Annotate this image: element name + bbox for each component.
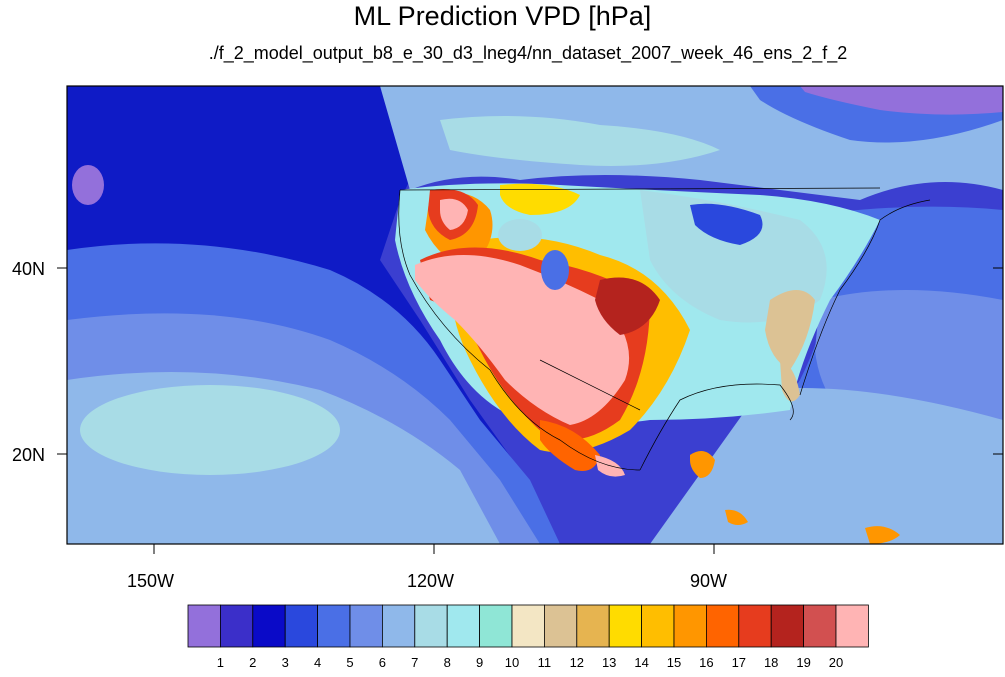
colorbar-swatch bbox=[349, 604, 383, 648]
colorbar-tick-label: 2 bbox=[249, 655, 257, 670]
field-central-america bbox=[725, 509, 748, 525]
field-pacific-pale bbox=[80, 385, 340, 475]
field-wyoming bbox=[498, 219, 542, 251]
field-south-america bbox=[865, 526, 900, 544]
colorbar-swatch bbox=[544, 604, 578, 648]
field-oklahoma-dark bbox=[595, 277, 660, 335]
colorbar-tick-label: 19 bbox=[796, 655, 811, 670]
colorbar-tick-label: 7 bbox=[411, 655, 419, 670]
field-midwest bbox=[640, 190, 827, 323]
border-us-mexico bbox=[539, 359, 641, 411]
colorbar bbox=[187, 604, 869, 648]
field-gulf-alaska-low bbox=[72, 165, 104, 205]
colorbar-swatch bbox=[317, 604, 351, 648]
colorbar-swatch bbox=[835, 604, 869, 648]
colorbar-swatch bbox=[284, 604, 319, 648]
colorbar-tick-label: 4 bbox=[313, 655, 322, 670]
plot-subtitle: ./f_2_model_output_b8_e_30_d3_lneg4/nn_d… bbox=[208, 43, 848, 63]
field-labrador-low bbox=[800, 86, 1003, 115]
vpd-field bbox=[67, 86, 1003, 544]
field-florida bbox=[780, 360, 800, 402]
colorbar-swatch bbox=[706, 604, 740, 648]
colorbar-swatch bbox=[219, 604, 254, 648]
colorbar-swatch bbox=[770, 604, 805, 648]
colorbar-tick-label: 10 bbox=[504, 655, 520, 670]
coast-west bbox=[398, 189, 641, 471]
plot-frame bbox=[66, 85, 1004, 545]
colorbar-swatch bbox=[446, 604, 481, 648]
colorbar-swatch bbox=[381, 604, 416, 648]
xtick-label-150w: 150W bbox=[127, 571, 175, 591]
field-southwest-core bbox=[415, 255, 630, 425]
field-colorado-cool bbox=[541, 250, 569, 290]
colorbar-tick-label: 16 bbox=[699, 655, 714, 670]
colorbar-swatch bbox=[803, 604, 837, 648]
field-canada-pale bbox=[440, 116, 720, 166]
colorbar-tick-label: 11 bbox=[537, 655, 552, 670]
colorbar-tick-label: 17 bbox=[731, 655, 747, 670]
ytick-label-20n: 20N bbox=[12, 445, 46, 465]
colorbar-tick-label: 9 bbox=[475, 655, 484, 670]
xtick-label-90w: 90W bbox=[690, 571, 728, 591]
colorbar-tick-label: 15 bbox=[666, 655, 682, 670]
colorbar-tick-label: 5 bbox=[346, 655, 354, 670]
coast-east bbox=[799, 199, 931, 396]
colorbar-swatch bbox=[738, 604, 772, 648]
colorbar-tick-label: 8 bbox=[443, 655, 451, 670]
colorbar-tick-label: 20 bbox=[828, 655, 844, 670]
field-mexico-south bbox=[540, 420, 600, 471]
coast-gulf bbox=[639, 383, 794, 471]
colorbar-tick-label: 3 bbox=[281, 655, 289, 670]
colorbar-swatch bbox=[576, 604, 610, 648]
colorbar-swatch bbox=[511, 604, 545, 648]
colorbar-tick-label: 6 bbox=[378, 655, 386, 670]
border-us-canada bbox=[399, 187, 881, 191]
colorbar-swatch bbox=[608, 604, 643, 648]
boundaries bbox=[398, 187, 931, 471]
colorbar-tick-label: 1 bbox=[216, 655, 224, 670]
colorbar-swatch bbox=[187, 604, 221, 648]
colorbar-swatch bbox=[414, 604, 448, 648]
colorbar-tick-label: 14 bbox=[634, 655, 649, 670]
field-appalachia bbox=[765, 290, 815, 370]
colorbar-swatch bbox=[673, 604, 707, 648]
colorbar-swatch bbox=[479, 604, 513, 648]
xtick-label-120w: 120W bbox=[407, 571, 455, 591]
colorbar-tick-label: 13 bbox=[601, 655, 617, 670]
colorbar-swatch bbox=[641, 604, 675, 648]
field-montana bbox=[500, 183, 580, 215]
field-nevada-core bbox=[440, 198, 468, 230]
field-great-lakes bbox=[690, 203, 763, 245]
colorbar-tick-label: 12 bbox=[569, 655, 585, 670]
plot-title: ML Prediction VPD [hPa] bbox=[353, 1, 652, 31]
tick-marks bbox=[57, 267, 1003, 554]
colorbar-swatch bbox=[252, 604, 286, 648]
ytick-label-40n: 40N bbox=[12, 259, 46, 279]
field-caribbean bbox=[650, 388, 1003, 544]
field-yucatan bbox=[690, 451, 715, 478]
colorbar-tick-label: 18 bbox=[763, 655, 779, 670]
